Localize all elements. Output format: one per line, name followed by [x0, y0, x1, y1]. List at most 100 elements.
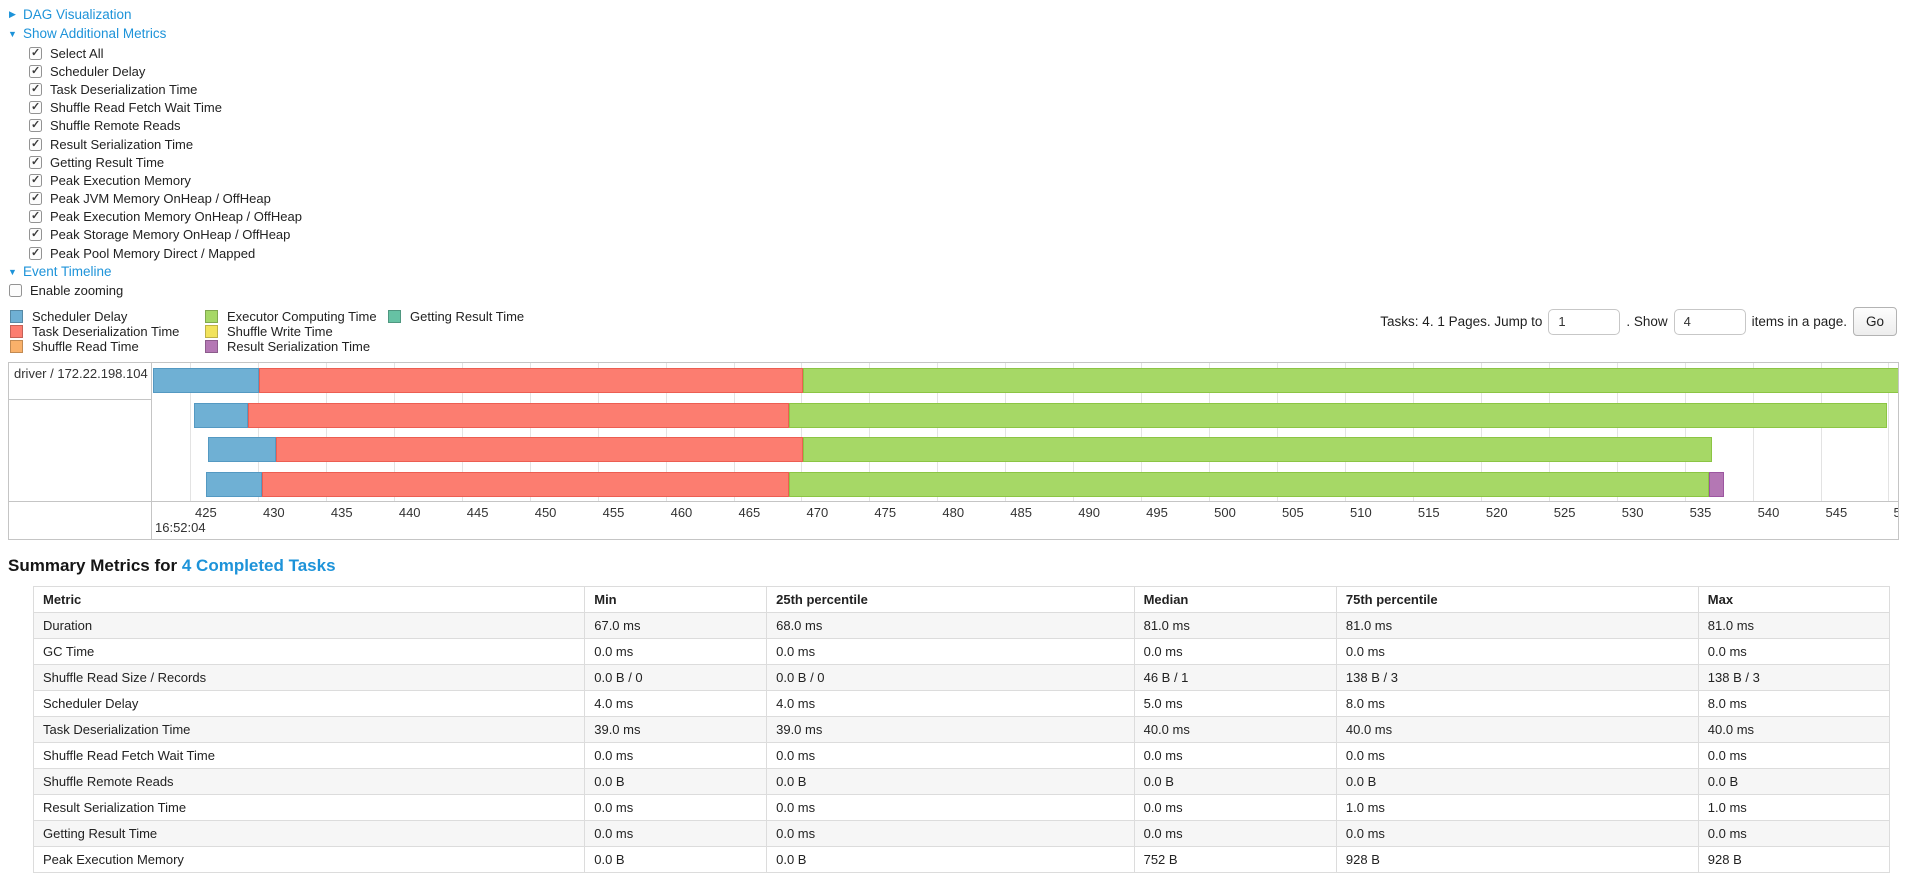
x-tick-label: 545	[1825, 505, 1848, 521]
metric-checkbox[interactable]	[29, 64, 42, 78]
x-tick-label: 430	[262, 505, 285, 521]
x-tick-label: 480	[942, 505, 965, 521]
gridline	[190, 363, 192, 502]
summary-title-text: Summary Metrics for	[8, 556, 178, 576]
gridline	[461, 363, 463, 502]
timeline-bar-task_deserialization[interactable]	[248, 402, 790, 428]
metric-checkbox[interactable]	[29, 118, 42, 133]
metric-checkbox[interactable]	[29, 173, 42, 187]
gridline	[597, 363, 599, 502]
x-tick-label: 495	[1146, 505, 1168, 521]
event-timeline-link[interactable]: Event Timeline	[23, 264, 112, 280]
go-button[interactable]: Go	[1852, 307, 1897, 337]
metric-value-cell: 68.0 ms	[766, 612, 1135, 640]
metric-value-cell: 0.0 B / 0	[584, 664, 768, 692]
timeline-bar-executor_computing[interactable]	[802, 368, 1898, 393]
timeline-bar-task_deserialization[interactable]	[259, 368, 803, 393]
metric-checkbox-item: Result Serialization Time	[29, 135, 1907, 153]
timeline-bar-scheduler_delay[interactable]	[194, 402, 249, 428]
executor-label: driver / 172.22.198.104	[9, 363, 151, 401]
gridline	[1820, 363, 1822, 502]
timeline-legend: Scheduler Delay Task Deserialization Time…	[10, 309, 1907, 354]
metric-checkbox-label: Scheduler Delay	[50, 63, 146, 79]
timeline-bar-scheduler_delay[interactable]	[207, 437, 276, 462]
metric-value-cell: 0.0 ms	[766, 820, 1135, 848]
metric-value-cell: 0.0 ms	[1697, 820, 1891, 848]
completed-tasks-link[interactable]: 4 Completed Tasks	[181, 556, 336, 576]
table-row: Peak Execution Memory 0.0 B 0.0 B 752 B 928 …	[32, 846, 1891, 873]
timeline-bar-task_deserialization[interactable]	[262, 471, 790, 497]
timeline-bar-scheduler_delay[interactable]	[206, 471, 263, 497]
metric-checkbox[interactable]	[29, 100, 42, 115]
caret-right-icon: ▶	[9, 9, 16, 19]
metric-name-cell: GC Time	[32, 638, 586, 666]
metric-checkbox[interactable]	[29, 46, 42, 60]
metric-checkbox[interactable]	[29, 137, 42, 151]
legend-column: Getting Result Time	[388, 309, 548, 353]
jump-to-page-input[interactable]	[1548, 308, 1621, 335]
task_deserialization-swatch	[10, 324, 23, 338]
legend-item: Scheduler Delay	[10, 309, 205, 324]
getting_result-swatch	[388, 310, 401, 324]
legend-label: Task Deserialization Time	[32, 323, 180, 339]
executor_computing-swatch	[205, 310, 218, 324]
timeline-plot-area[interactable]	[152, 363, 1898, 502]
metric-value-cell: 81.0 ms	[1697, 612, 1891, 640]
gridline	[529, 363, 531, 502]
table-row: Scheduler Delay 4.0 ms 4.0 ms 5.0 ms 8.0 ms 8…	[32, 690, 1891, 718]
enable-zooming-checkbox[interactable]	[9, 284, 22, 298]
dag-visualization-link[interactable]: DAG Visualization	[23, 7, 132, 22]
timeline-bar-task_deserialization[interactable]	[275, 437, 803, 462]
show-additional-metrics-toggle[interactable]: ▼ Show Additional Metrics	[8, 24, 1907, 43]
legend-item: Executor Computing Time	[205, 309, 388, 324]
timeline-bar-executor_computing[interactable]	[789, 471, 1710, 497]
metric-value-cell: 0.0 ms	[584, 794, 768, 822]
metric-checkbox[interactable]	[29, 82, 42, 96]
metric-value-cell: 0.0 B	[584, 768, 768, 796]
metric-value-cell: 8.0 ms	[1697, 690, 1891, 718]
timeline-bar-executor_computing[interactable]	[802, 437, 1712, 462]
metric-name-cell: Shuffle Read Size / Records	[32, 664, 586, 692]
timeline-bar-scheduler_delay[interactable]	[153, 368, 260, 393]
summary-column-header: Min	[584, 586, 768, 614]
caret-down-icon: ▼	[8, 28, 17, 39]
table-row: Getting Result Time 0.0 ms 0.0 ms 0.0 ms 0.0…	[32, 820, 1891, 848]
metric-value-cell: 0.0 B / 0	[766, 664, 1135, 692]
items-per-page-input[interactable]	[1673, 308, 1746, 335]
metric-value-cell: 0.0 ms	[1335, 742, 1699, 770]
metric-value-cell: 0.0 ms	[584, 638, 768, 666]
metric-value-cell: 8.0 ms	[1335, 690, 1699, 718]
show-additional-metrics-link[interactable]: Show Additional Metrics	[23, 26, 167, 41]
metric-value-cell: 0.0 ms	[1697, 638, 1891, 666]
metric-value-cell: 928 B	[1697, 846, 1891, 873]
metric-checkbox-item: Task Deserialization Time	[29, 80, 1907, 98]
metric-value-cell: 40.0 ms	[1335, 716, 1699, 744]
x-tick-label: 500	[1214, 505, 1236, 521]
gridline	[1480, 363, 1482, 502]
legend-label: Shuffle Write Time	[227, 323, 333, 339]
legend-item: Task Deserialization Time	[10, 324, 205, 339]
event-timeline-toggle[interactable]: ▼ Event Timeline	[8, 262, 1907, 281]
metric-value-cell: 46 B / 1	[1133, 664, 1337, 692]
metric-checkbox[interactable]	[29, 191, 42, 206]
metric-checkbox[interactable]	[29, 227, 42, 242]
x-tick-label: 435	[330, 505, 353, 521]
x-tick-label: 450	[534, 505, 557, 521]
x-tick-label: 465	[738, 505, 761, 521]
gridline	[1005, 363, 1007, 502]
metric-value-cell: 0.0 B	[766, 846, 1135, 873]
summary-metrics-title: Summary Metrics for 4 Completed Tasks	[8, 556, 1907, 576]
timeline-bar-result_serialization[interactable]	[1709, 471, 1725, 497]
metric-value-cell: 0.0 ms	[1133, 794, 1337, 822]
dag-visualization-toggle[interactable]: ▶ DAG Visualization	[8, 5, 1907, 24]
metric-checkbox[interactable]	[29, 209, 42, 224]
metric-checkbox[interactable]	[29, 155, 42, 169]
event-timeline-chart: driver / 172.22.198.104 425 430 435 440 445 4…	[8, 362, 1899, 541]
metric-checkbox[interactable]	[29, 246, 42, 260]
stage-controls: ▶ DAG Visualization ▼ Show Additional Me…	[0, 0, 1907, 300]
metric-value-cell: 928 B	[1335, 846, 1699, 873]
enable-zooming-label: Enable zooming	[30, 283, 124, 299]
table-row: Duration 67.0 ms 68.0 ms 81.0 ms 81.0 ms 81.0…	[32, 612, 1891, 640]
metric-value-cell: 0.0 ms	[1133, 742, 1337, 770]
timeline-bar-executor_computing[interactable]	[789, 402, 1888, 428]
